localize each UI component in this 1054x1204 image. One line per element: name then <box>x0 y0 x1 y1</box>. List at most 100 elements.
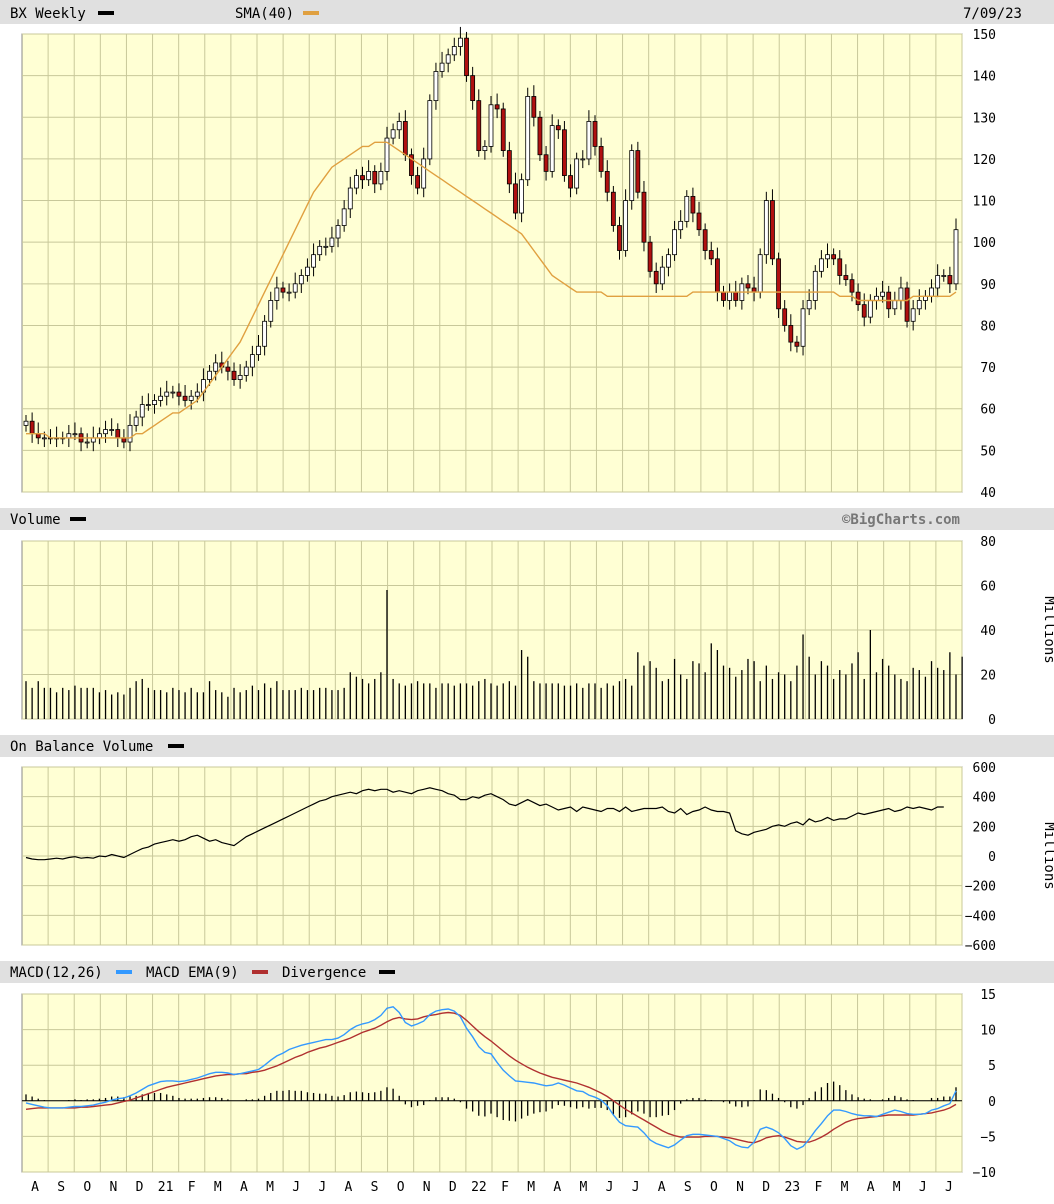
x-tick-label: J <box>606 1180 614 1195</box>
candle-body <box>537 116 543 156</box>
candle-body <box>451 46 457 56</box>
candle-body <box>23 420 29 426</box>
y-tick-label: 200 <box>973 820 996 835</box>
candle-body <box>237 375 243 380</box>
candle-body <box>292 283 298 293</box>
candle-body <box>941 275 947 277</box>
candle-body <box>213 362 219 372</box>
candle-body <box>335 225 341 239</box>
candle-body <box>513 183 518 214</box>
divergence-title: Divergence <box>282 965 366 981</box>
y-tick-label: 130 <box>973 111 996 126</box>
candle-body <box>849 279 855 293</box>
candle-body <box>929 287 934 297</box>
candle-body <box>341 208 347 226</box>
candle-body <box>127 424 133 443</box>
candle-body <box>898 287 904 301</box>
candle-body <box>757 254 763 293</box>
candle-body <box>880 291 885 297</box>
x-tick-label: J <box>945 1180 953 1195</box>
y-tick-label: −400 <box>965 909 996 924</box>
candle-body <box>604 170 610 193</box>
x-tick-label: 22 <box>471 1180 487 1195</box>
x-tick-label: D <box>136 1180 144 1195</box>
candle-body <box>800 308 806 347</box>
obv-line <box>25 787 944 861</box>
candle-body <box>139 404 145 418</box>
candle-body <box>647 241 653 272</box>
candle-body <box>562 129 567 176</box>
candle-body <box>445 54 451 64</box>
candle-body <box>427 100 433 160</box>
x-axis-labels: A S O N D 21 F M A M J J A S O N D 22 F M A M J J A S O N D 23 F M A M J J <box>31 1180 953 1195</box>
x-tick-label: S <box>371 1180 379 1195</box>
candle-body <box>672 229 677 256</box>
x-tick-label: D <box>762 1180 770 1195</box>
y-tick-label: 15 <box>980 988 996 1003</box>
x-tick-label: M <box>527 1180 535 1195</box>
candle-body <box>347 187 353 210</box>
symbol-label: BX Weekly <box>10 6 86 22</box>
candle-body <box>500 108 506 151</box>
candle-body <box>666 254 671 268</box>
candle-body <box>402 121 408 156</box>
candle-body <box>256 345 261 356</box>
obv-unit-label: Millions <box>1041 822 1054 889</box>
x-tick-label: S <box>57 1180 65 1195</box>
candle-body <box>390 129 396 139</box>
sma-line-group <box>26 141 957 439</box>
x-tick-label: M <box>893 1180 901 1195</box>
obv-legend-swatch <box>168 744 184 748</box>
candle-body <box>714 258 720 293</box>
x-tick-label: N <box>109 1180 117 1195</box>
candle-body <box>262 320 268 347</box>
y-tick-label: −200 <box>965 880 996 895</box>
y-tick-label: 110 <box>973 195 996 210</box>
obv-title: On Balance Volume <box>10 739 153 755</box>
candle-body <box>133 416 139 426</box>
candle-body <box>476 100 482 151</box>
x-tick-label: M <box>579 1180 587 1195</box>
candle-body <box>653 270 659 285</box>
y-tick-label: 100 <box>973 236 996 251</box>
y-tick-label: 60 <box>980 403 996 418</box>
candle-body <box>543 154 549 172</box>
candle-body <box>109 429 115 431</box>
candle-body <box>953 229 959 285</box>
candle-body <box>825 254 830 260</box>
volume-legend-swatch <box>70 517 86 521</box>
sma-legend-swatch <box>303 11 319 15</box>
y-tick-label: 60 <box>980 580 996 595</box>
candle-body <box>745 283 751 289</box>
candle-body <box>861 304 867 318</box>
candle-body <box>396 121 402 131</box>
y-tick-label: 140 <box>973 70 996 85</box>
x-tick-label: A <box>658 1180 666 1195</box>
sma40-line <box>26 141 957 439</box>
candle-body <box>549 125 555 172</box>
candle-body <box>194 391 200 397</box>
macd-ema-line <box>25 1011 957 1144</box>
candle-body <box>176 391 182 397</box>
y-tick-label: 150 <box>973 28 996 43</box>
candle-body <box>935 275 941 289</box>
x-tick-label: F <box>501 1180 509 1195</box>
x-tick-label: A <box>553 1180 561 1195</box>
candle-body <box>158 395 164 401</box>
y-tick-label: 20 <box>980 669 996 684</box>
candle-body <box>592 121 598 147</box>
x-tick-label: A <box>31 1180 39 1195</box>
y-tick-label: 400 <box>973 791 996 806</box>
candle-body <box>384 137 390 172</box>
candle-body <box>617 225 622 251</box>
y-tick-label: 80 <box>980 535 996 550</box>
candle-body <box>696 212 702 231</box>
date-label: 7/09/23 <box>963 6 1022 22</box>
x-tick-label: J <box>919 1180 927 1195</box>
candle-body <box>598 146 604 172</box>
candle-body <box>231 370 237 380</box>
candle-body <box>378 170 384 185</box>
x-tick-label: F <box>814 1180 822 1195</box>
y-axis-labels: 1501401301201101009080706050408060402006… <box>965 28 996 1181</box>
x-tick-label: O <box>710 1180 718 1195</box>
